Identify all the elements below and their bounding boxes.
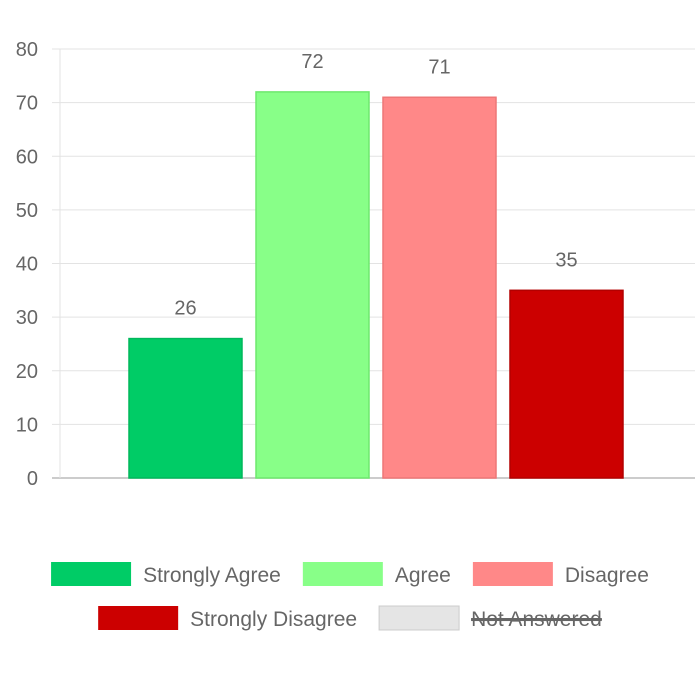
legend-swatch <box>51 562 132 586</box>
bar <box>128 337 243 479</box>
bar-value-label: 72 <box>301 51 323 73</box>
legend-item[interactable]: Agree <box>302 562 451 587</box>
bar-value-label: 35 <box>555 249 577 271</box>
y-tick-label: 50 <box>16 200 38 222</box>
y-tick-label: 70 <box>16 93 38 115</box>
y-axis-ticks: 0 10 20 30 40 50 60 70 80 <box>16 39 38 490</box>
legend-label: Strongly Disagree <box>190 608 357 631</box>
legend-item[interactable]: Disagree <box>472 562 649 587</box>
bar <box>509 289 624 479</box>
legend-swatch <box>378 605 460 631</box>
legend-label: Agree <box>395 564 451 587</box>
y-tick-label: 80 <box>16 39 38 61</box>
y-tick-label: 30 <box>16 307 38 329</box>
legend-swatch <box>302 562 383 586</box>
bar <box>382 96 497 479</box>
y-tick-label: 20 <box>16 361 38 383</box>
legend-item[interactable]: Not Answered <box>378 605 602 631</box>
legend-item[interactable]: Strongly Disagree <box>98 606 357 631</box>
y-tick-label: 40 <box>16 254 38 276</box>
legend-item[interactable]: Strongly Agree <box>51 562 281 587</box>
bar-value-label: 26 <box>174 298 196 320</box>
legend-swatch <box>472 562 553 586</box>
data-labels: 26 72 71 35 <box>174 51 577 320</box>
y-tick-label: 0 <box>27 468 38 490</box>
legend-label: Strongly Agree <box>143 564 281 587</box>
legend-swatch <box>98 606 179 630</box>
bar-series <box>128 91 624 479</box>
legend-label: Disagree <box>565 564 649 587</box>
y-tick-label: 60 <box>16 146 38 168</box>
y-tick-label: 10 <box>16 414 38 436</box>
bar <box>255 91 370 479</box>
legend[interactable]: Strongly Agree Agree Disagree Strongly Disa… <box>51 562 649 631</box>
bar-value-label: 71 <box>428 56 450 78</box>
